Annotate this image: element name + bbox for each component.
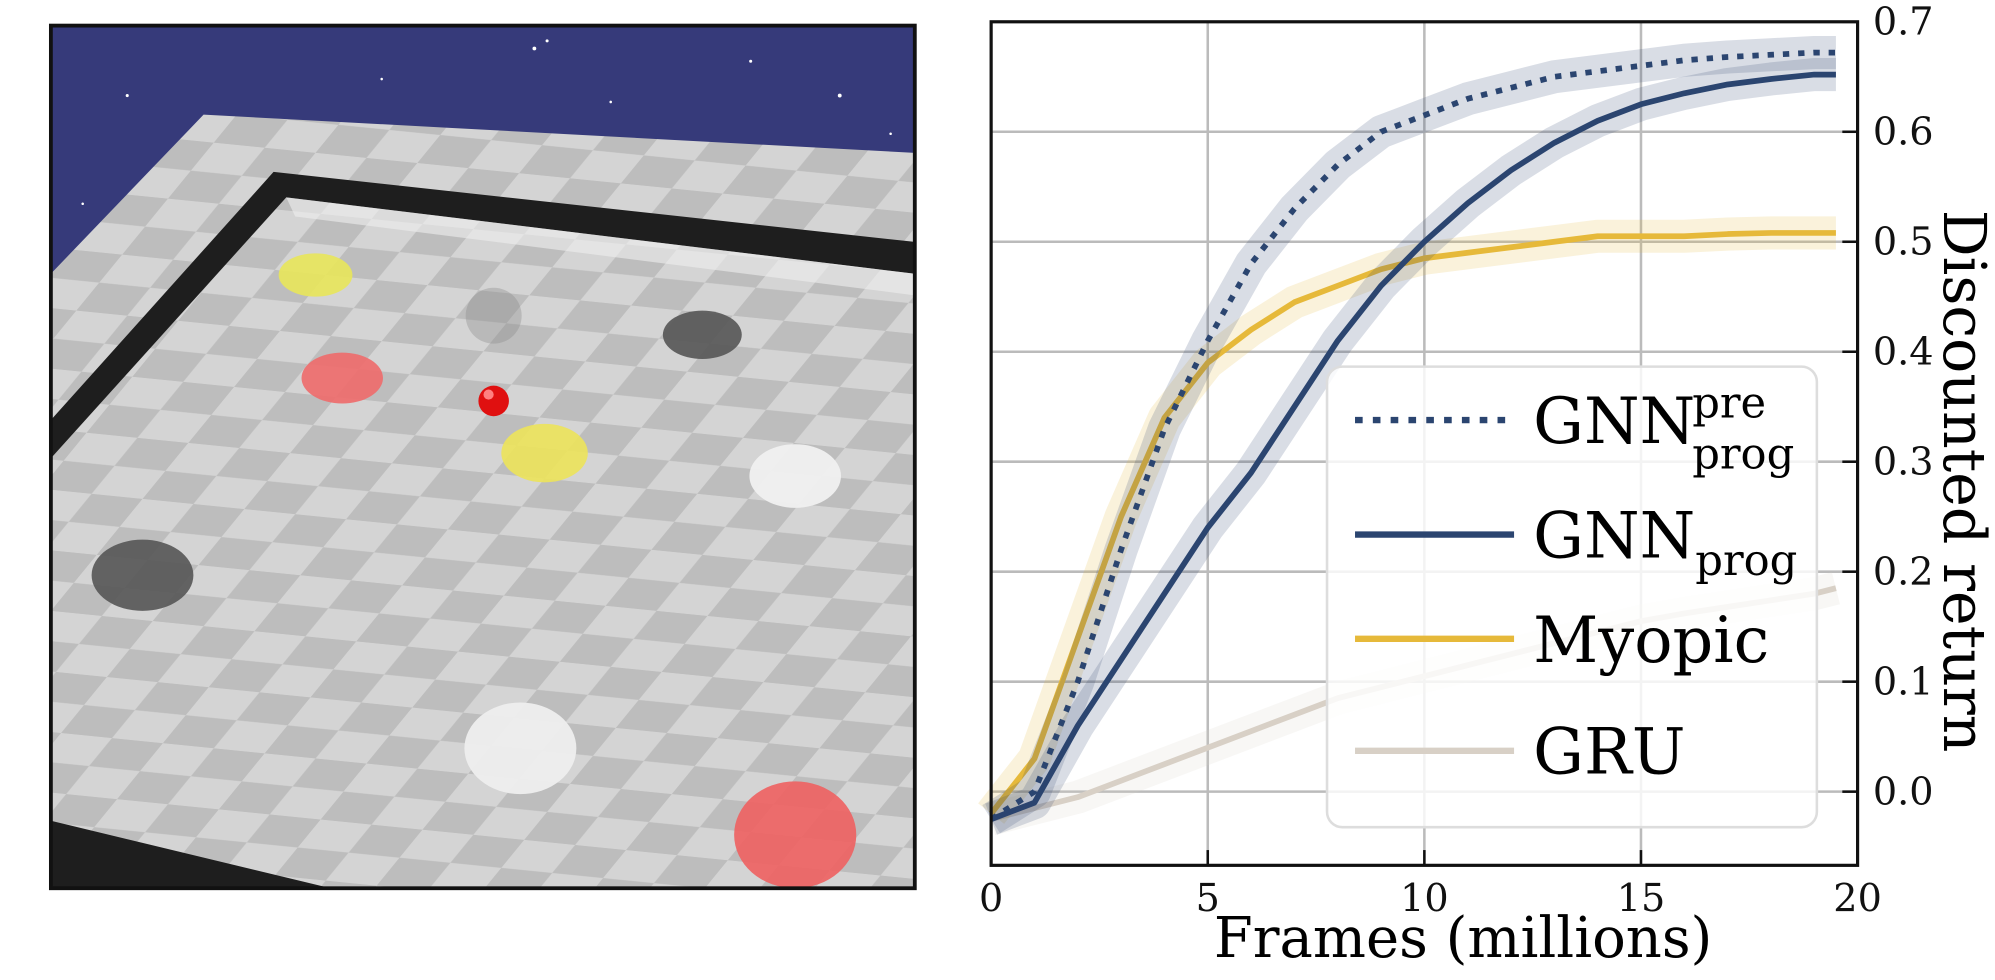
y-tick-label: 0.1 xyxy=(1873,659,1934,703)
y-axis-label: Discounted return xyxy=(1930,210,1995,753)
y-tick-label: 0.7 xyxy=(1873,0,1934,44)
legend-name: Myopic xyxy=(1533,604,1769,678)
legend-label: GRU xyxy=(1533,716,1685,790)
scene xyxy=(51,26,915,889)
figure: 051015200.00.10.20.30.40.50.60.7 Frames … xyxy=(0,0,1995,980)
legend-name: GRU xyxy=(1533,716,1685,790)
y-tick-label: 0.0 xyxy=(1873,769,1934,813)
x-tick-label: 0 xyxy=(979,876,1003,920)
y-tick-label: 0.2 xyxy=(1873,549,1934,593)
legend-sub: prog xyxy=(1692,429,1794,479)
x-tick-label: 20 xyxy=(1833,876,1882,920)
x-axis-label: Frames (millions) xyxy=(1214,906,1712,971)
y-tick-label: 0.6 xyxy=(1873,109,1934,153)
y-tick-label: 0.5 xyxy=(1873,219,1934,263)
legend-name: GNN xyxy=(1533,385,1695,459)
y-tick-label: 0.4 xyxy=(1873,329,1934,373)
legend-label: Myopic xyxy=(1533,604,1769,678)
y-tick-label: 0.3 xyxy=(1873,439,1934,483)
legend-sub: prog xyxy=(1695,536,1797,586)
legend-name: GNN xyxy=(1533,499,1695,573)
legend-sup: pre xyxy=(1692,378,1766,428)
